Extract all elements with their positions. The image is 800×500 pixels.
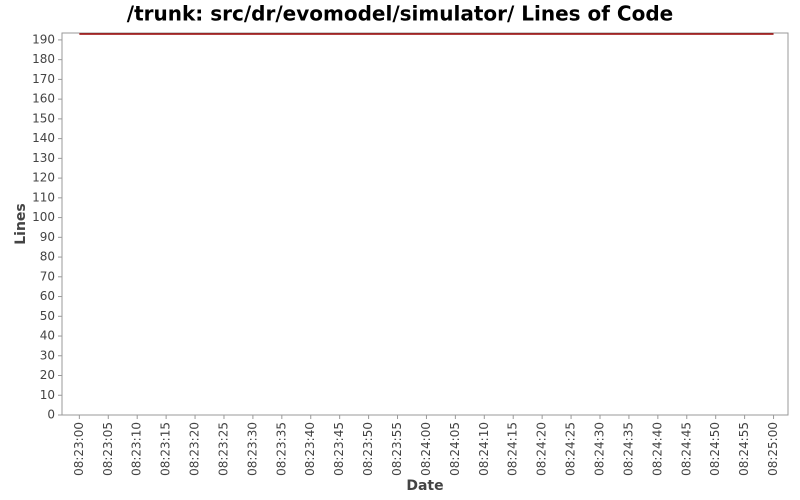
y-tick-label: 160	[32, 92, 55, 106]
x-tick-label: 08:24:50	[708, 422, 722, 476]
y-tick-label: 110	[32, 190, 55, 204]
x-tick-label: 08:23:50	[361, 422, 375, 476]
y-tick-label: 80	[40, 250, 55, 264]
x-tick-label: 08:23:30	[245, 422, 259, 476]
y-tick-label: 30	[40, 348, 55, 362]
y-tick-label: 20	[40, 368, 55, 382]
x-tick-label: 08:23:10	[130, 422, 144, 476]
y-tick-label: 70	[40, 269, 55, 283]
x-tick-label: 08:23:55	[390, 422, 404, 476]
y-tick-label: 180	[32, 52, 55, 66]
x-tick-label: 08:23:45	[332, 422, 346, 476]
x-tick-label: 08:23:25	[216, 422, 230, 476]
y-tick-label: 150	[32, 111, 55, 125]
x-tick-label: 08:23:15	[159, 422, 173, 476]
y-tick-label: 120	[32, 171, 55, 185]
x-tick-label: 08:24:40	[650, 422, 664, 476]
y-axis-label: Lines	[13, 203, 29, 245]
x-tick-label: 08:24:25	[564, 422, 578, 476]
x-tick-label: 08:23:05	[101, 422, 115, 476]
y-tick-label: 50	[40, 309, 55, 323]
y-tick-label: 100	[32, 210, 55, 224]
x-tick-label: 08:23:35	[274, 422, 288, 476]
x-tick-label: 08:25:00	[766, 422, 780, 476]
x-tick-label: 08:24:55	[737, 422, 751, 476]
plot-area	[61, 32, 789, 416]
y-tick-label: 60	[40, 289, 55, 303]
y-tick-label: 10	[40, 388, 55, 402]
chart-title: /trunk: src/dr/evomodel/simulator/ Lines…	[127, 2, 673, 26]
x-axis-label: Date	[406, 478, 443, 494]
x-tick-label: 08:23:00	[72, 422, 86, 476]
y-tick-label: 130	[32, 151, 55, 165]
x-tick-label: 08:24:05	[448, 422, 462, 476]
y-tick-label: 40	[40, 329, 55, 343]
y-tick-label: 190	[32, 32, 55, 46]
x-tick-label: 08:24:30	[592, 422, 606, 476]
x-tick-label: 08:24:20	[535, 422, 549, 476]
x-tick-label: 08:24:45	[679, 422, 693, 476]
x-tick-label: 08:24:35	[621, 422, 635, 476]
y-tick-label: 170	[32, 72, 55, 86]
x-tick-label: 08:24:00	[419, 422, 433, 476]
y-tick-label: 140	[32, 131, 55, 145]
x-tick-label: 08:23:40	[303, 422, 317, 476]
x-tick-label: 08:23:20	[188, 422, 202, 476]
y-tick-label: 0	[47, 408, 55, 422]
y-tick-label: 90	[40, 230, 55, 244]
x-tick-label: 08:24:10	[477, 422, 491, 476]
x-tick-label: 08:24:15	[506, 422, 520, 476]
